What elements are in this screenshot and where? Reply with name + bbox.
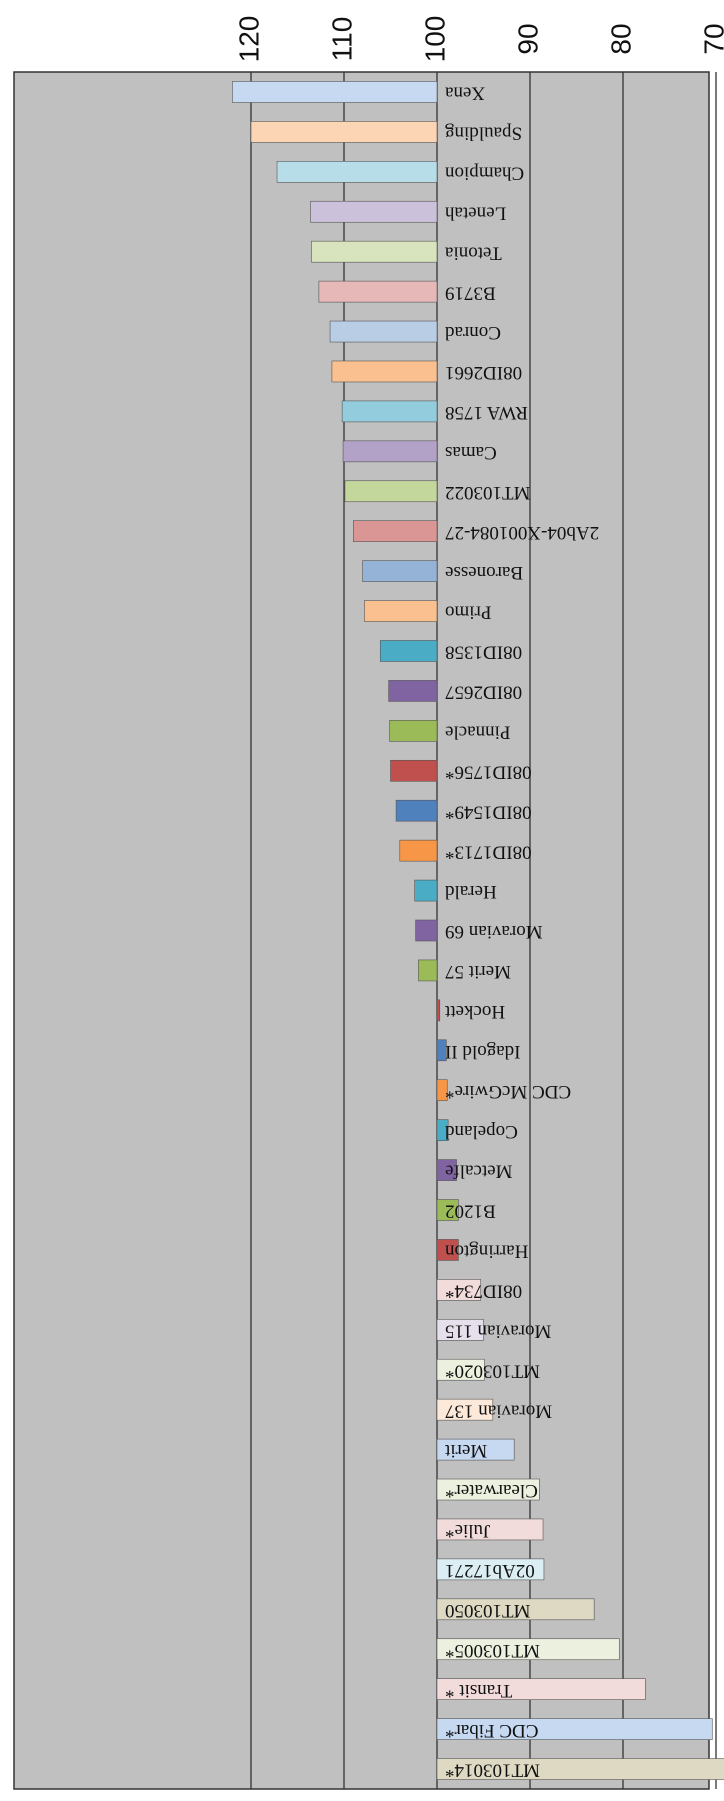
category-label-02ab17271: 02Ab17271 [445,1560,535,1581]
bar-mt103014 [436,1758,724,1780]
bar-08id1358 [379,640,438,662]
category-label-moravian-69: Moravian 69 [445,921,543,942]
category-label-mt103050: MT103050 [445,1600,531,1621]
bar-mt103005 [436,1638,620,1661]
bar-moravian-115 [436,1319,484,1341]
x-tick-label-90: 90 [512,23,543,54]
bar-julie [436,1518,544,1541]
category-label-primo: Primo [445,602,491,623]
category-label-cdc-fibar: CDC Fibar* [445,1720,538,1741]
category-label-herald: Herald [445,881,497,902]
category-label-metcalfe: Metcalfe [445,1161,513,1182]
bar-merit-57 [418,959,438,982]
category-label-merit-57: Merit 57 [445,961,511,982]
bar-b3719 [318,280,438,303]
category-label-hockett: Hockett [444,1001,505,1022]
bar-cdc-fibar [436,1718,713,1740]
category-label-clearwater: Clearwater* [445,1480,538,1501]
bar-tetonia [311,240,438,263]
category-label-moravian-137: Moravian 137 [445,1400,552,1421]
bar-08id2657 [388,680,438,702]
category-label-08id1756: 08ID1756* [445,761,532,782]
bar-baronesse [362,560,438,582]
category-label-08id1358: 08ID1358 [445,642,522,663]
bar-08id1756 [390,759,438,782]
category-label-champion: Champion [445,162,525,183]
bar-herald [414,879,438,902]
category-label-b3719: B3719 [445,282,496,303]
plot-area [13,71,710,1790]
category-label-copeland: Copeland [445,1121,518,1142]
bar-cdc-mcgwire [436,1079,448,1102]
category-label-merit: Merit [444,1440,487,1461]
category-label-mt103020: MT103020* [445,1360,540,1381]
bar-idagold-ii [436,1039,447,1062]
bar-spaulding [250,121,438,143]
category-label-mt103005: MT103005* [445,1640,540,1661]
category-label-moravian-115: Moravian 115 [445,1320,551,1341]
bar-02ab17271 [436,1558,545,1581]
bar-lenetah [310,200,438,223]
bar-b1202 [436,1199,459,1221]
bar-transit [436,1678,646,1700]
bar-clearwater [436,1478,540,1501]
bar-copeland [436,1119,449,1141]
bar-conrad [329,320,438,343]
category-label-08id2657: 08ID2657 [445,682,522,703]
bar-mt103050 [436,1598,595,1621]
bar-2ab04-x001084-27 [353,520,438,542]
category-label-08id1549: 08ID1549* [445,801,532,822]
x-tick-label-110: 110 [326,17,357,62]
bar-pinnacle [389,720,438,742]
x-tick-label-70: 70 [698,23,724,54]
category-label-tetonia: Tetonia [444,242,501,263]
bars [232,81,724,1780]
category-label-transit: Transit * [445,1680,512,1701]
bar-08id2661 [331,360,438,383]
category-label-idagold-ii: Idagold II [445,1041,520,1062]
category-label-camas: Camas [445,442,497,463]
bar-camas [342,440,438,463]
bar-08id1549 [395,799,438,822]
gridlines [250,72,717,1789]
bar-rwa-1758 [341,400,438,423]
category-label-08id734: 08ID734* [445,1281,522,1302]
bar-mt103022 [344,480,438,503]
category-label-xena: Xena [444,83,485,104]
bar-xena [232,81,438,103]
category-label-spaulding: Spaulding [445,123,523,144]
category-label-b1202: B1202 [445,1201,496,1222]
x-axis-tick-labels: 60708090100110120 [233,16,724,63]
category-label-mt103022: MT103022 [445,482,531,503]
bar-hockett [436,999,441,1022]
bar-champion [276,161,438,183]
bar-harrington [436,1239,459,1261]
bar-mt103020 [436,1358,485,1381]
category-label-rwa-1758: RWA 1758 [445,402,528,423]
category-label-baronesse: Baronesse [445,562,523,583]
bar-moravian-137 [436,1398,494,1421]
bar-primo [364,600,438,622]
bar-metcalfe [436,1159,457,1181]
category-label-08id1713: 08ID1713* [445,841,532,862]
category-label-2ab04-x001084-27: 2Ab04-X001084-27 [445,522,599,543]
bar-moravian-69 [415,919,438,942]
category-label-cdc-mcgwire: CDC McGwire* [445,1081,571,1102]
category-label-lenetah: Lenetah [445,202,507,223]
category-label-pinnacle: Pinnacle [445,721,510,742]
x-tick-label-120: 120 [233,16,264,63]
category-labels: MT103014* CDC Fibar* Transit * MT103005* MT1… [444,83,599,1781]
bar-merit [436,1438,515,1461]
x-tick-label-80: 80 [605,23,636,54]
category-label-mt103014: MT103014* [445,1760,540,1781]
category-label-conrad: Conrad [445,322,501,343]
bar-08id734 [436,1279,482,1301]
category-label-julie: Julie* [445,1520,490,1541]
x-tick-label-100: 100 [419,16,450,63]
category-label-08id2661: 08ID2661 [445,362,522,383]
bar-08id1713 [399,839,438,862]
category-label-harrington: Harrington [445,1241,529,1262]
